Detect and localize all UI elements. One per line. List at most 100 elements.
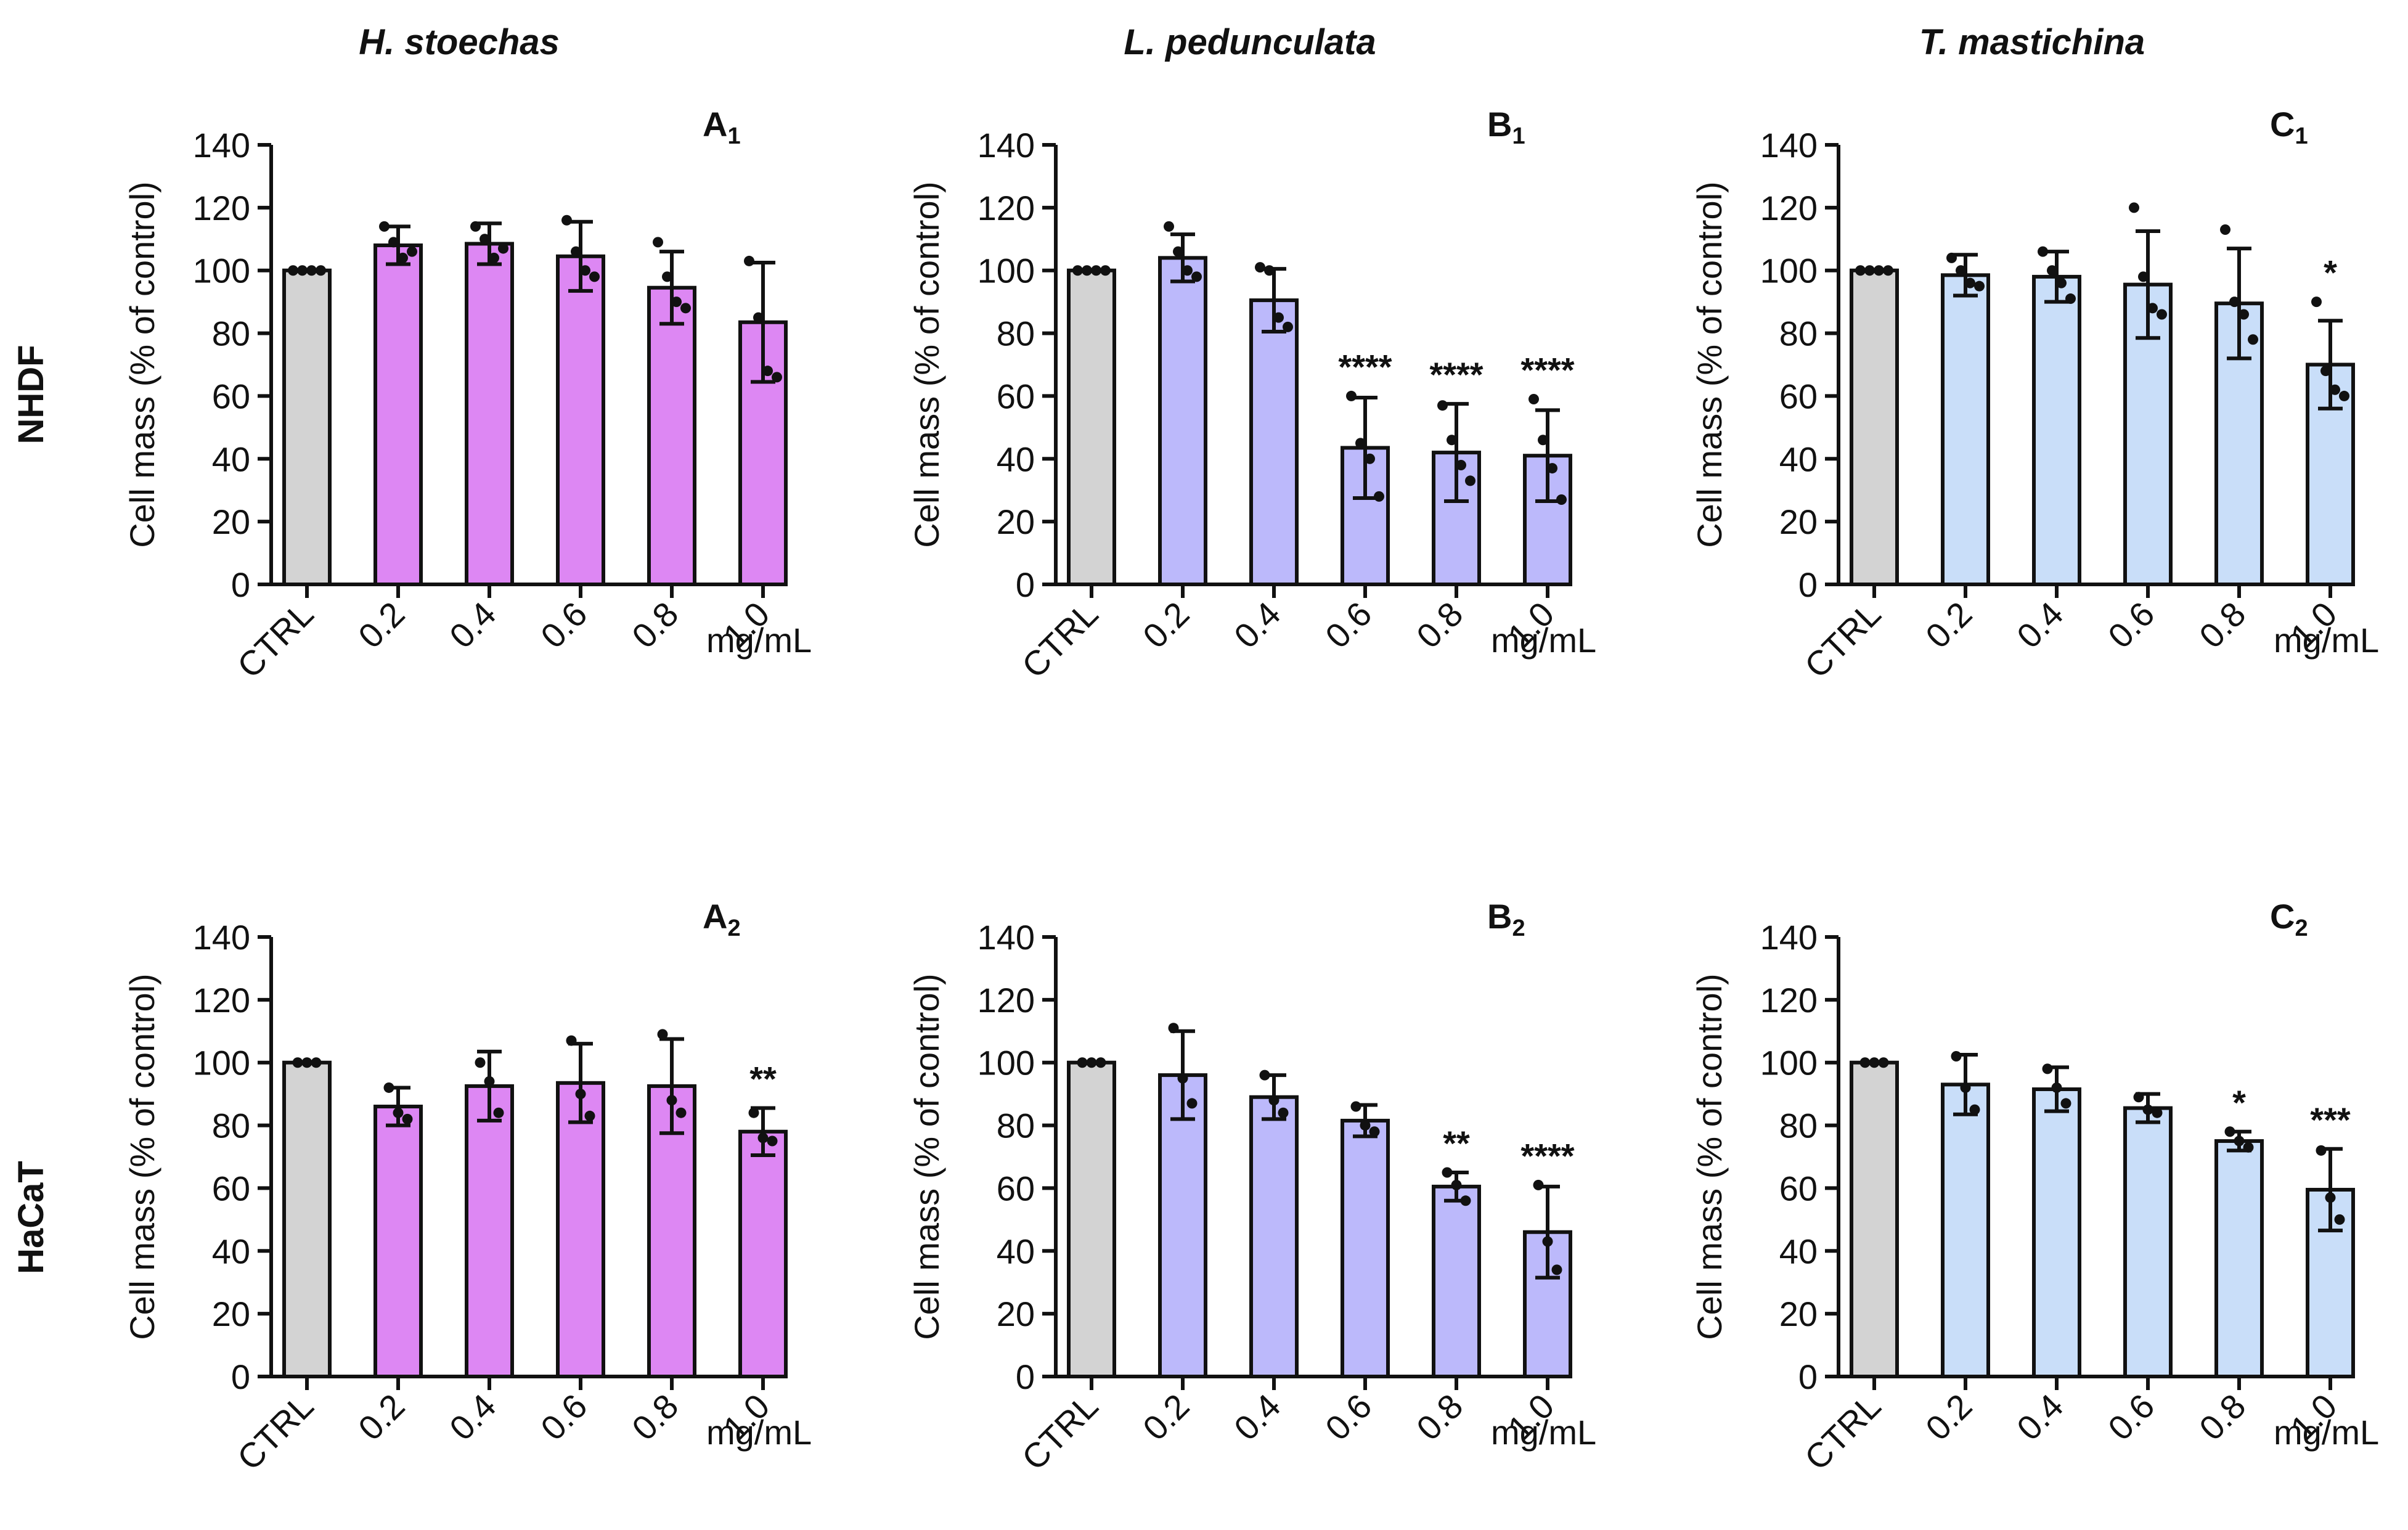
significance-mark-b1-3: **** [1338, 347, 1392, 386]
data-point-a2-2-2 [493, 1107, 504, 1118]
y-tick-label: 40 [997, 440, 1035, 478]
y-tick-label: 80 [997, 1107, 1035, 1145]
bar-a2-1 [373, 1105, 423, 1378]
data-point-b2-3-2 [1369, 1126, 1380, 1137]
x-tick-label: 0.4 [1226, 594, 1288, 656]
data-point-b1-4-2 [1456, 459, 1466, 470]
bar-c2-3 [2123, 1106, 2173, 1378]
y-tick-label: 60 [1779, 1169, 1818, 1208]
data-point-b1-1-0 [1164, 221, 1174, 232]
x-tick-label: 0.2 [1135, 594, 1197, 656]
bar-a1-4 [647, 285, 696, 586]
x-tick-label: 0.6 [1318, 594, 1379, 656]
x-tick-label: 0.2 [1918, 594, 1980, 656]
data-point-b2-0-0 [1077, 1057, 1088, 1068]
panel-label-c1: C1 [2270, 105, 2308, 149]
data-point-b2-4-1 [1451, 1179, 1462, 1190]
y-tick-label: 120 [193, 189, 250, 227]
data-point-b1-1-3 [1191, 271, 1202, 282]
bar-b2-2 [1249, 1095, 1299, 1378]
data-point-a1-2-0 [470, 221, 481, 232]
data-point-c1-1-1 [1956, 265, 1966, 276]
data-point-c1-4-1 [2229, 297, 2240, 308]
data-point-a2-4-1 [666, 1095, 677, 1106]
data-point-c1-2-0 [2038, 246, 2048, 257]
data-point-a1-3-0 [561, 215, 572, 226]
data-point-b1-3-1 [1355, 438, 1366, 449]
data-point-b1-1-1 [1173, 246, 1183, 257]
data-point-c1-4-3 [2248, 334, 2258, 345]
y-tick-label: 20 [997, 502, 1035, 541]
bar-c1-2 [2032, 274, 2081, 586]
y-tick-label: 140 [193, 126, 250, 165]
y-tick-label: 20 [1779, 502, 1818, 541]
data-point-b1-4-0 [1437, 400, 1448, 411]
data-point-a1-1-3 [407, 246, 417, 257]
data-point-a1-3-1 [571, 246, 581, 257]
y-tick-label: 40 [997, 1232, 1035, 1270]
data-point-c2-1-1 [1960, 1082, 1971, 1093]
y-tick-label: 100 [1760, 1044, 1818, 1082]
error-bar-b1-3 [1353, 395, 1377, 500]
y-tick-label: 100 [193, 1044, 250, 1082]
y-tick-label: 80 [212, 314, 250, 353]
y-tick-label: 120 [1760, 189, 1818, 227]
y-tick-label: 20 [212, 502, 250, 541]
data-point-a2-4-2 [675, 1107, 687, 1118]
data-point-a2-3-2 [584, 1110, 595, 1121]
data-point-a1-2-3 [498, 243, 508, 254]
data-point-a2-2-0 [475, 1057, 486, 1068]
error-bar-b1-1 [1170, 232, 1195, 284]
data-point-c2-2-2 [2060, 1098, 2071, 1109]
y-tick-label: 40 [1779, 440, 1818, 478]
data-point-b1-5-3 [1556, 494, 1567, 505]
x-unit-label: mg/mL [1491, 1413, 1596, 1452]
bar-b1-1 [1158, 256, 1207, 587]
x-tick-label: 0.8 [2192, 594, 2253, 656]
data-point-c1-2-2 [2056, 277, 2067, 288]
data-point-c1-3-3 [2157, 309, 2167, 320]
row-title-hacat: HaCaT [11, 1161, 51, 1274]
data-point-a1-1-1 [388, 237, 399, 248]
data-point-b2-4-0 [1442, 1167, 1453, 1178]
x-tick-label: 0.4 [2009, 1386, 2071, 1448]
data-point-a1-0-2 [306, 265, 317, 276]
data-point-a2-0-2 [311, 1057, 322, 1068]
x-tick-label: 0.6 [533, 594, 595, 656]
y-tick-label: 0 [1016, 565, 1035, 604]
data-point-c1-5-3 [2339, 390, 2349, 401]
x-tick-label: 0.4 [442, 594, 504, 656]
data-point-c2-3-2 [2152, 1107, 2163, 1118]
y-tick-label: 120 [977, 189, 1035, 227]
panel-label-b2: B2 [1487, 897, 1525, 941]
x-tick-label: 0.6 [2100, 1386, 2162, 1448]
data-point-c2-0-0 [1859, 1057, 1871, 1068]
data-point-a2-1-2 [402, 1113, 413, 1124]
y-tick-label: 60 [212, 1169, 250, 1208]
x-unit-label: mg/mL [706, 621, 812, 660]
y-tick-label: 80 [1779, 314, 1818, 353]
data-point-a2-4-0 [657, 1029, 668, 1040]
data-point-c2-5-1 [2325, 1192, 2336, 1203]
y-axis-title: Cell mass (% of control) [907, 181, 946, 547]
data-point-c1-1-0 [1946, 252, 1957, 263]
data-point-b1-2-2 [1273, 312, 1284, 323]
data-point-b2-1-2 [1186, 1098, 1198, 1109]
x-tick-label: 0.2 [351, 1386, 412, 1448]
y-tick-label: 20 [997, 1295, 1035, 1333]
data-point-b1-2-0 [1255, 262, 1265, 273]
error-bar-c1-1 [1953, 253, 1978, 298]
x-tick-label: CTRL [1014, 1386, 1106, 1478]
x-unit-label: mg/mL [1491, 621, 1596, 660]
data-point-a1-0-3 [316, 265, 326, 276]
x-tick-label: CTRL [230, 1386, 321, 1478]
x-tick-label: 0.2 [1918, 1386, 1980, 1448]
x-tick-label: CTRL [1797, 594, 1888, 685]
data-point-c1-1-3 [1974, 280, 1985, 292]
bar-b2-4 [1432, 1184, 1481, 1379]
